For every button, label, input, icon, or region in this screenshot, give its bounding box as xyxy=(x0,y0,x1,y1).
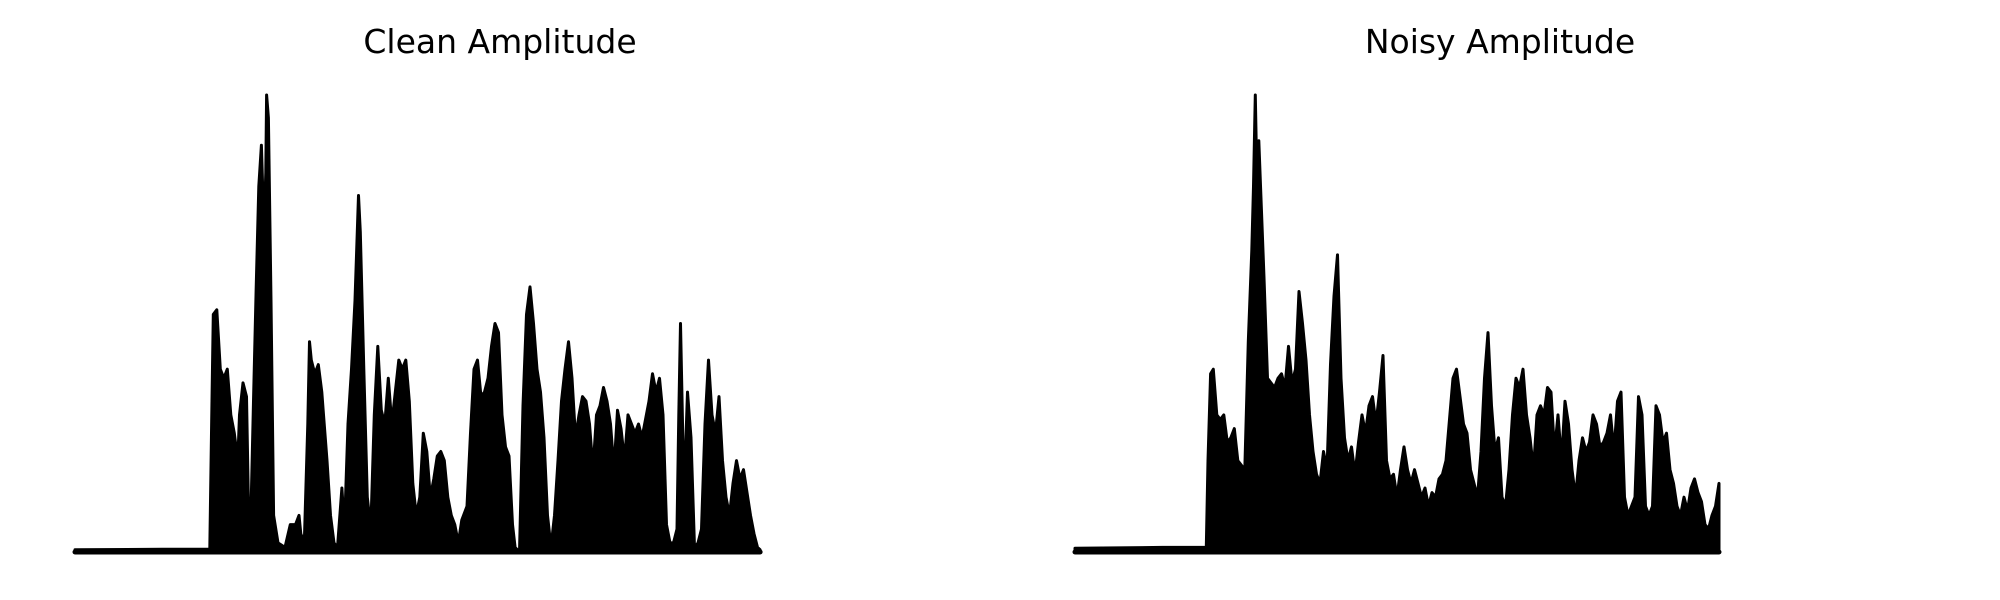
chart-panel-noisy: Noisy Amplitude xyxy=(1000,0,2000,600)
amplitude-plot-noisy xyxy=(1072,93,1722,555)
amplitude-waveform-clean xyxy=(74,95,761,552)
chart-title-clean: Clean Amplitude xyxy=(363,22,637,61)
amplitude-plot-clean xyxy=(72,93,763,555)
chart-title-noisy: Noisy Amplitude xyxy=(1364,22,1636,61)
amplitude-waveform-noisy xyxy=(1074,95,1719,552)
chart-panel-clean: Clean Amplitude xyxy=(72,22,763,555)
